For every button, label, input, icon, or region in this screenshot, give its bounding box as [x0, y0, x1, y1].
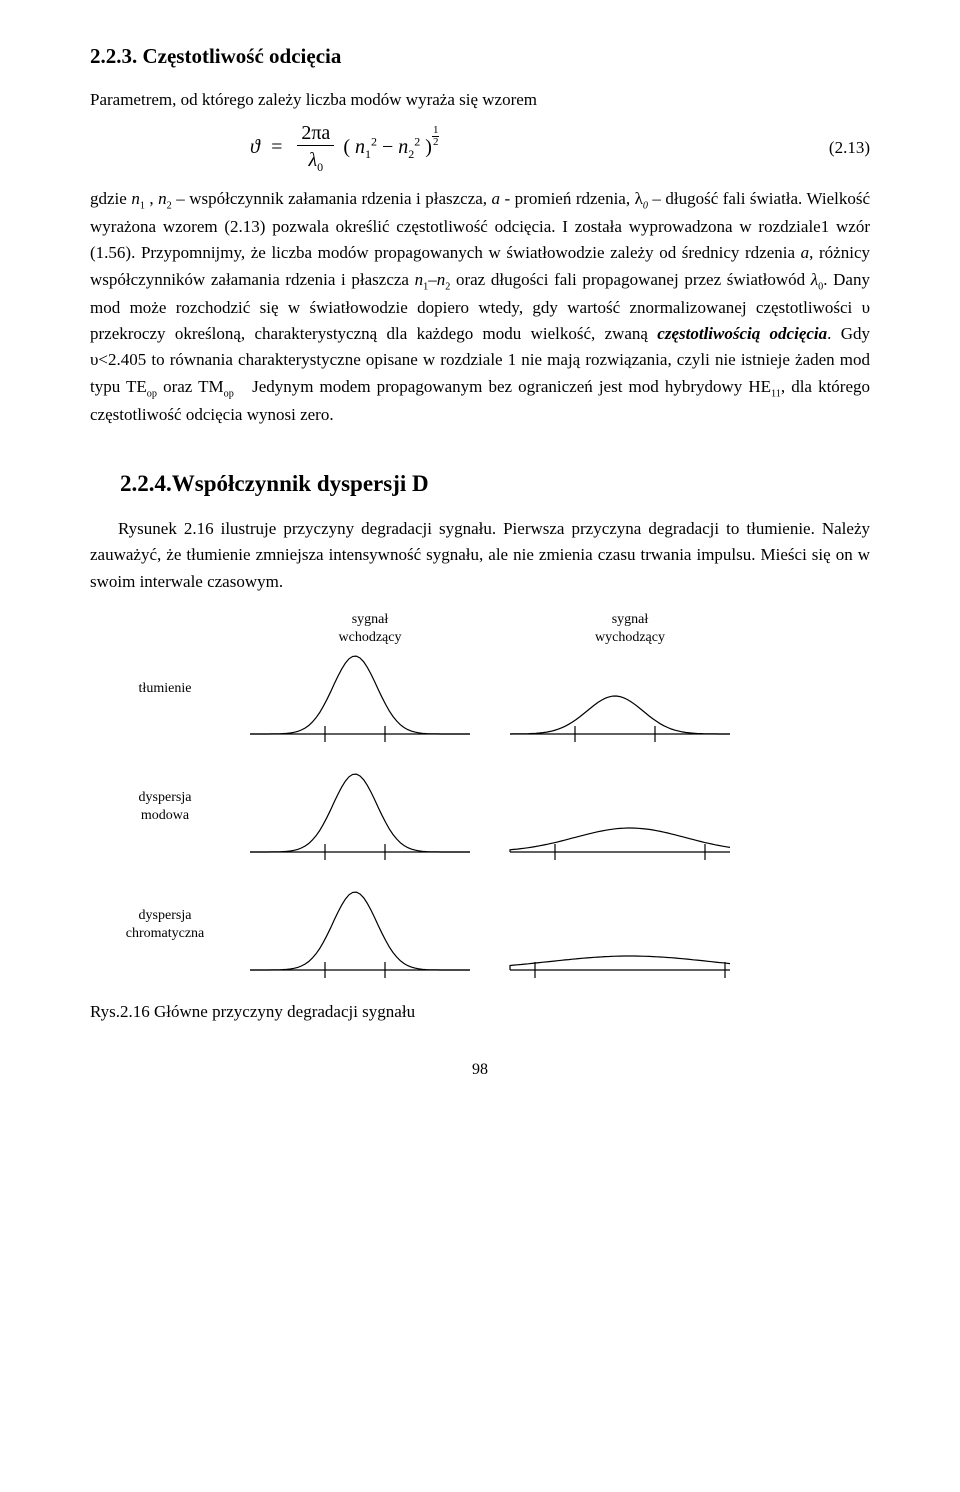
equation-2-13: ϑ = 2πa λ0 ( n12 − n22 )12 (2.13) — [90, 121, 870, 176]
section-223-intro: Parametrem, od którego zależy liczba mod… — [90, 87, 870, 113]
section-224-title: 2.2.4.Współczynnik dyspersji D — [120, 466, 870, 502]
figure-2-16-caption: Rys.2.16 Główne przyczyny degradacji syg… — [90, 999, 870, 1025]
fig-row-label: tłumienie — [90, 680, 240, 698]
pulse-left — [240, 649, 500, 739]
section-223-title: 2.2.3. Częstotliwość odcięcia — [90, 40, 870, 73]
fig-row-0: tłumienie — [90, 639, 870, 739]
section-224-body: Rysunek 2.16 ilustruje przyczyny degrada… — [90, 516, 870, 595]
fig-label-output: sygnałwychodzący — [500, 611, 760, 647]
fig-row-label: dyspersjamodowa — [90, 789, 240, 825]
pulse-right — [500, 649, 760, 739]
fig-label-input: sygnałwchodzący — [240, 611, 500, 647]
figure-2-16: sygnałwchodzący sygnałwychodzący tłumien… — [90, 611, 870, 975]
pulse-left — [240, 885, 500, 975]
fig-row-label: dyspersjachromatyczna — [90, 907, 240, 943]
page-number: 98 — [90, 1058, 870, 1083]
equation-number-2-13: (2.13) — [800, 135, 870, 161]
fig-row-2: dyspersjachromatyczna — [90, 875, 870, 975]
section-223-body: gdzie n1 , n2 – współczynnik załamania r… — [90, 186, 870, 429]
pulse-right — [500, 885, 760, 975]
pulse-left — [240, 767, 500, 857]
fig-row-1: dyspersjamodowa — [90, 757, 870, 857]
pulse-right — [500, 767, 760, 857]
formula-2-13: ϑ = 2πa λ0 ( n12 − n22 )12 — [250, 136, 439, 158]
